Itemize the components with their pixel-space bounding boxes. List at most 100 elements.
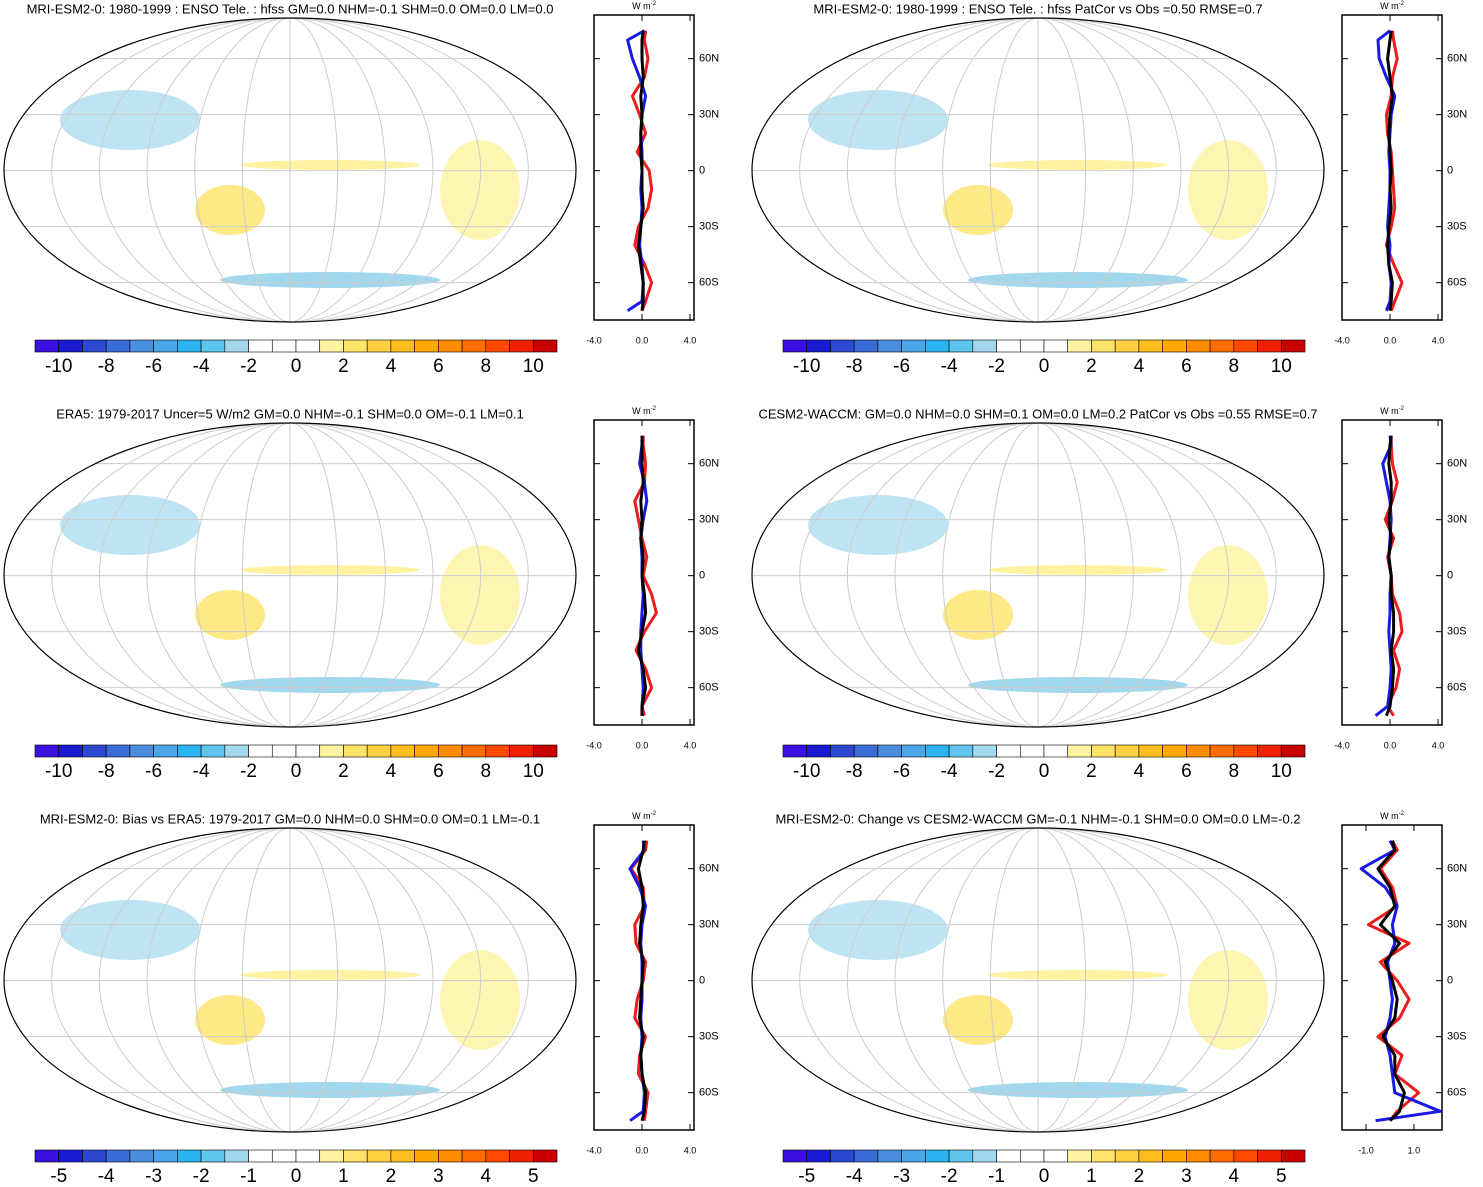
colorbar-box xyxy=(1186,339,1211,353)
colorbar-box xyxy=(1233,744,1258,758)
colorbar-box xyxy=(414,1149,439,1163)
colorbar-box xyxy=(1114,339,1140,353)
colorbar-box xyxy=(1091,1149,1116,1163)
y-tick-label: 60N xyxy=(1447,863,1467,875)
zonal-frame xyxy=(1341,824,1443,1131)
colorbar-box xyxy=(948,1149,974,1163)
colorbar-box xyxy=(34,744,60,758)
colorbar-box xyxy=(438,744,463,758)
colorbar-label: 10 xyxy=(1271,761,1292,782)
colorbar-box xyxy=(224,1149,249,1163)
colorbar-box xyxy=(1043,744,1069,758)
zonal-frame xyxy=(593,419,695,726)
zonal-units: W m-2 xyxy=(632,811,656,822)
map-patch xyxy=(943,590,1013,640)
map-patch xyxy=(988,160,1168,170)
colorbar-box xyxy=(200,1149,226,1163)
map-body xyxy=(4,423,576,727)
x-tick-label: 0.0 xyxy=(636,335,649,345)
colorbar-box xyxy=(200,744,226,758)
map-patch xyxy=(220,677,440,693)
colorbar-box xyxy=(105,339,131,353)
meridian xyxy=(146,18,434,322)
colorbar-box xyxy=(532,744,558,758)
colorbar-label: -4 xyxy=(193,761,210,782)
colorbar-label: -10 xyxy=(45,761,72,782)
units-exponent: -2 xyxy=(1399,406,1405,412)
colorbar-label: -1 xyxy=(240,1166,257,1187)
colorbar-box xyxy=(509,339,534,353)
colorbar-box xyxy=(1019,744,1045,758)
colorbar-box xyxy=(901,339,926,353)
colorbar-label: 0 xyxy=(291,1166,302,1187)
y-tick-label: 60S xyxy=(699,682,719,694)
colorbar-label: 0 xyxy=(1039,356,1050,377)
colorbar-box xyxy=(1257,1149,1282,1163)
colorbar-label: 2 xyxy=(1086,761,1097,782)
map-patch xyxy=(440,545,520,645)
map-frame xyxy=(3,17,577,323)
zonal-line xyxy=(1384,435,1396,717)
colorbar-box xyxy=(1043,1149,1069,1163)
y-tick-label: 0 xyxy=(699,570,705,582)
colorbar-label: -4 xyxy=(941,356,958,377)
units: W m xyxy=(632,406,651,416)
colorbar-label: -6 xyxy=(893,761,910,782)
colorbar-box xyxy=(177,339,202,353)
x-tick-label: -4.0 xyxy=(586,1145,602,1155)
colorbar-box xyxy=(1138,744,1163,758)
colorbar-box xyxy=(1138,1149,1163,1163)
colorbar-box xyxy=(1257,339,1282,353)
colorbar-box xyxy=(509,744,534,758)
colorbar-box xyxy=(82,744,107,758)
colorbar-label: -10 xyxy=(793,761,820,782)
y-tick-label: 0 xyxy=(1447,975,1453,987)
y-tick-label: 0 xyxy=(1447,165,1453,177)
colorbar-label: 8 xyxy=(1229,356,1240,377)
colorbar-label: -5 xyxy=(50,1166,67,1187)
panel: MRI-ESM2-0: Bias vs ERA5: 1979-2017 GM=0… xyxy=(3,811,719,1187)
colorbar-label: -10 xyxy=(45,356,72,377)
map-patch xyxy=(968,1082,1188,1098)
map-frame xyxy=(3,422,577,728)
map-patch xyxy=(195,590,265,640)
map-frame xyxy=(751,422,1325,728)
colorbar-label: 0 xyxy=(1039,761,1050,782)
colorbar-box xyxy=(853,339,879,353)
y-tick-label: 60S xyxy=(1447,1087,1467,1099)
map-patch xyxy=(943,995,1013,1045)
map-patch xyxy=(220,1082,440,1098)
meridian xyxy=(194,828,386,1132)
colorbar-label: -6 xyxy=(145,356,162,377)
units-exponent: -2 xyxy=(651,406,657,412)
colorbar-label: -4 xyxy=(941,761,958,782)
colorbar-box xyxy=(509,1149,534,1163)
colorbar-label: -2 xyxy=(988,761,1005,782)
colorbar-box xyxy=(271,1149,297,1163)
colorbar-box xyxy=(806,339,831,353)
zonal-line xyxy=(636,840,648,1122)
zonal-units: W m-2 xyxy=(1380,1,1404,12)
colorbar-label: 10 xyxy=(523,761,544,782)
colorbar-box xyxy=(996,339,1021,353)
y-tick-label: 60S xyxy=(699,277,719,289)
map-patch xyxy=(1188,140,1268,240)
map-patch xyxy=(240,970,420,980)
colorbar-box xyxy=(532,339,558,353)
zonal-line xyxy=(1359,840,1442,1123)
colorbar-box xyxy=(1209,339,1235,353)
colorbar-box xyxy=(295,339,321,353)
x-tick-label: 0.0 xyxy=(636,740,649,750)
colorbar-box xyxy=(485,744,510,758)
map-patch xyxy=(988,565,1168,575)
y-tick-label: 0 xyxy=(1447,570,1453,582)
colorbar-box xyxy=(58,1149,83,1163)
colorbar-box xyxy=(177,744,202,758)
meridian xyxy=(894,423,1182,727)
panel: ERA5: 1979-2017 Uncer=5 W/m2 GM=0.0 NHM=… xyxy=(3,406,719,782)
colorbar-label: -8 xyxy=(98,356,115,377)
colorbar-label: 1 xyxy=(338,1166,349,1187)
colorbar-box xyxy=(901,744,926,758)
map-patch xyxy=(440,140,520,240)
colorbar-label: -2 xyxy=(941,1166,958,1187)
